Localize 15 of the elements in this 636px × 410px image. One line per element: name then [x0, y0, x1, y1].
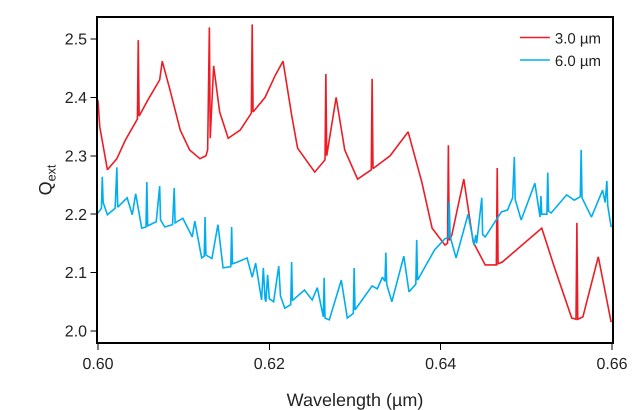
y-tick-label: 2.3: [64, 148, 88, 166]
x-tick-label: 0.66: [596, 356, 628, 373]
legend-label: 3.0 µm: [554, 30, 602, 48]
y-tick-label: 2.5: [64, 32, 88, 49]
y-tick-label: 2.4: [64, 90, 88, 107]
x-tick-label: 0.64: [425, 356, 456, 373]
legend-label: 6.0 µm: [554, 52, 602, 70]
line-series: [98, 24, 612, 323]
y-tick-label: 2.0: [64, 324, 88, 341]
x-tick-label: 0.62: [254, 356, 285, 373]
x-axis-title: Wavelength (µm): [286, 390, 424, 410]
x-tick-label: 0.60: [82, 356, 114, 373]
y-tick-label: 2.1: [64, 265, 88, 282]
line-series: [98, 149, 612, 321]
y-tick-label: 2.2: [64, 206, 88, 224]
